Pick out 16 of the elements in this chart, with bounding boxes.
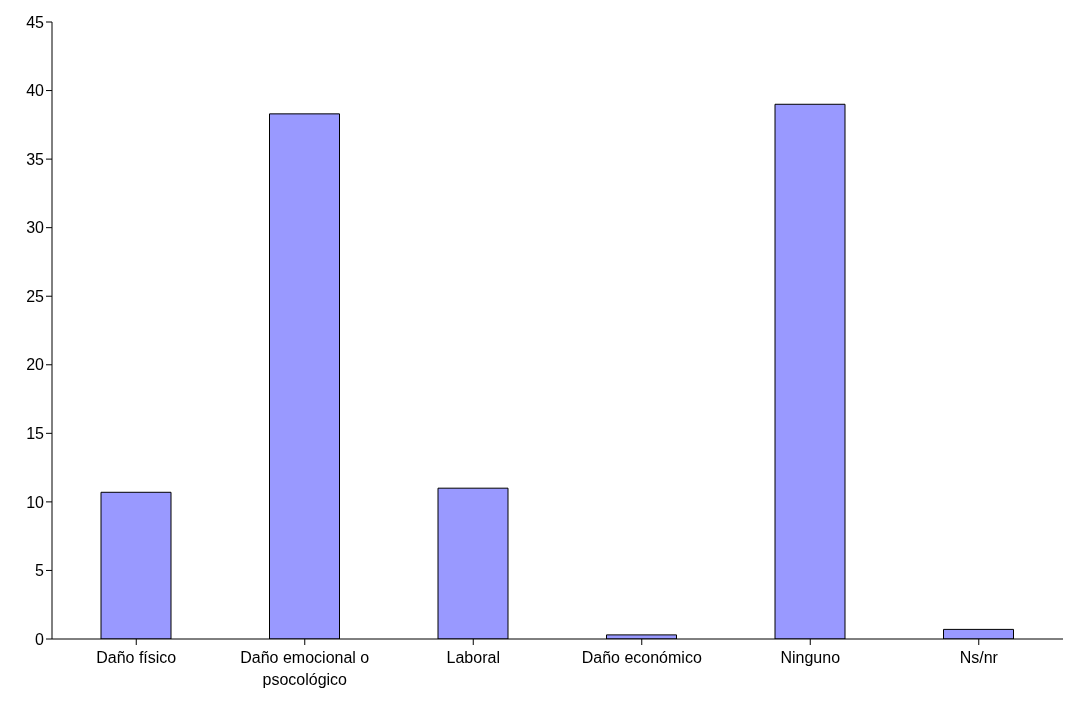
y-tick-label: 30 — [26, 219, 45, 237]
y-tick-label: 5 — [35, 562, 45, 580]
y-tick-label: 45 — [26, 13, 45, 31]
x-tick-label: Daño económico — [581, 649, 702, 666]
y-tick-label: 20 — [26, 356, 45, 374]
x-tick-label: Laboral — [446, 649, 500, 666]
y-tick-label: 25 — [26, 287, 45, 305]
y-tick-label: 40 — [26, 82, 45, 100]
y-tick-label: 35 — [26, 150, 45, 168]
x-tick-label: Ninguno — [780, 649, 841, 666]
x-tick-label: Ns/nr — [959, 649, 999, 666]
y-tick-label: 0 — [35, 630, 45, 648]
x-tick-label: Daño emocional o psocológico — [240, 649, 370, 688]
x-tick-label: Daño físico — [96, 649, 177, 666]
y-tick-label: 15 — [26, 425, 45, 443]
y-tick-label: 10 — [26, 493, 45, 511]
